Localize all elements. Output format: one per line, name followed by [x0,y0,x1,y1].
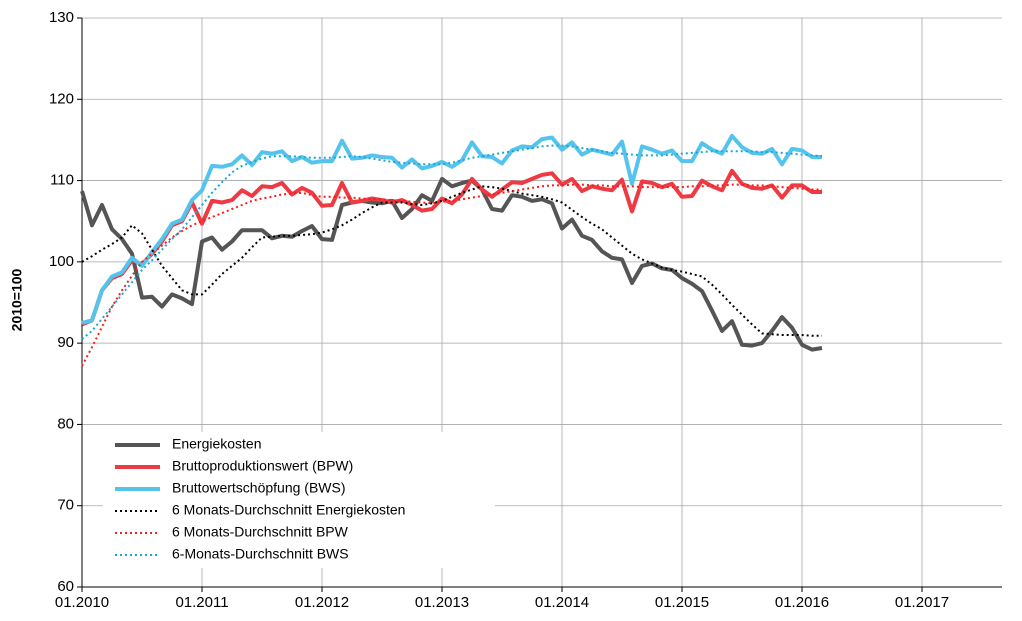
y-tick-label: 90 [57,334,74,351]
series-line [81,133,822,325]
legend-label: 6 Monats-Durchschnitt BPW [172,524,349,540]
x-tick-label: 01.2017 [895,594,949,611]
x-tick-label: 01.2011 [175,594,228,611]
x-tick-label: 01.2010 [55,594,109,611]
y-tick-label: 80 [57,415,74,432]
x-tick-label: 01.2013 [415,594,469,611]
y-tick-label: 130 [49,9,74,26]
legend-label: Energiekosten [172,436,262,452]
x-tick-label: 01.2015 [655,594,709,611]
legend-box [103,432,495,568]
y-tick-label: 60 [57,578,74,595]
x-tick-label: 01.2014 [535,594,589,611]
x-tick-label: 01.2012 [295,594,349,611]
x-tick-label: 01.2016 [775,594,829,611]
legend-label: Bruttowertschöpfung (BWS) [172,480,346,496]
series-line [81,183,822,367]
legend-label: Bruttoproduktionswert (BPW) [172,458,353,474]
series-line [80,176,823,352]
series-line [81,185,822,337]
y-tick-label: 110 [50,172,74,189]
legend-label: 6 Monats-Durchschnitt Energiekosten [172,502,405,518]
y-axis-label: 2010=100 [9,268,25,331]
y-tick-label: 100 [49,253,74,270]
series-line [81,144,823,340]
y-tick-label: 70 [57,497,74,514]
legend-label: 6-Monats-Durchschnitt BWS [172,546,349,562]
y-tick-label: 120 [49,90,74,107]
